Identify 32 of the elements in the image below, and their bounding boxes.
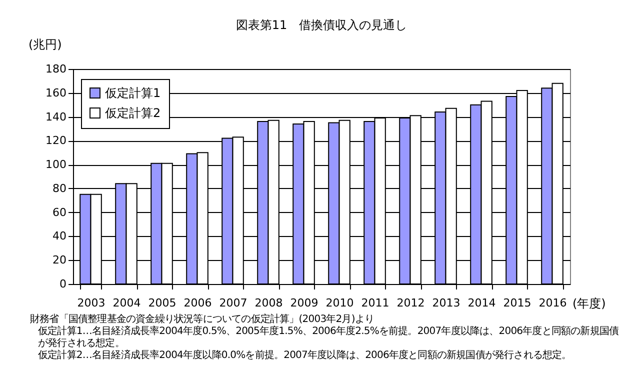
x-tick-label: 2011 [361,296,390,310]
legend-label: 仮定計算1 [104,86,161,100]
chart-title: 図表第11 借換債収入の見通し [236,18,408,32]
text: 財務省「国債整理基金の資金繰り状況等についての仮定計算」(2003年2月)より [30,314,376,326]
y-tick-label: 80 [52,182,66,195]
x-tick-label: 2013 [432,296,460,310]
y-tick-label: 40 [52,230,66,243]
x-tick-label: 2016 [538,296,567,310]
y-tick-label: 180 [46,62,66,76]
y-tick-label: 100 [46,158,66,172]
x-tick-label: 2014 [468,296,496,310]
x-tick-label: 2007 [219,296,248,310]
x-tick-label: 2015 [503,296,532,310]
y-tick-label: 140 [46,110,66,124]
x-tick-label: 2006 [184,296,212,310]
x-tick-label: 2005 [148,296,176,310]
text: 仮定計算2…名目経済成長率2004年度以降0.0%を前提。2007年度以降は、2006年度と同額の新規国債が発行される想定。 [37,350,572,362]
x-tick-label: 2010 [326,296,354,310]
y-tick-label: 120 [46,134,66,148]
x-axis-title: (年度) [572,296,606,310]
legend-label: 仮定計算2 [104,106,161,120]
x-tick-label: 2008 [254,296,283,310]
y-tick-label: 60 [52,206,66,219]
y-axis-title: (兆円) [28,38,62,52]
y-tick-label: 20 [52,254,66,267]
y-tick-label: 160 [46,86,66,100]
x-tick-label: 2004 [112,296,141,310]
y-tick-label: 0 [60,278,66,290]
text: 仮定計算1…名目経済成長率2004年度0.5%、2005年度1.5%、2006年度2.5%を前提。2007年度以降は、2006年度と同額の新規国債が発行される想定。 [37,326,620,350]
x-tick-label: 2012 [396,296,425,310]
x-tick-label: 2009 [290,296,318,310]
x-tick-label: 2003 [77,296,106,310]
